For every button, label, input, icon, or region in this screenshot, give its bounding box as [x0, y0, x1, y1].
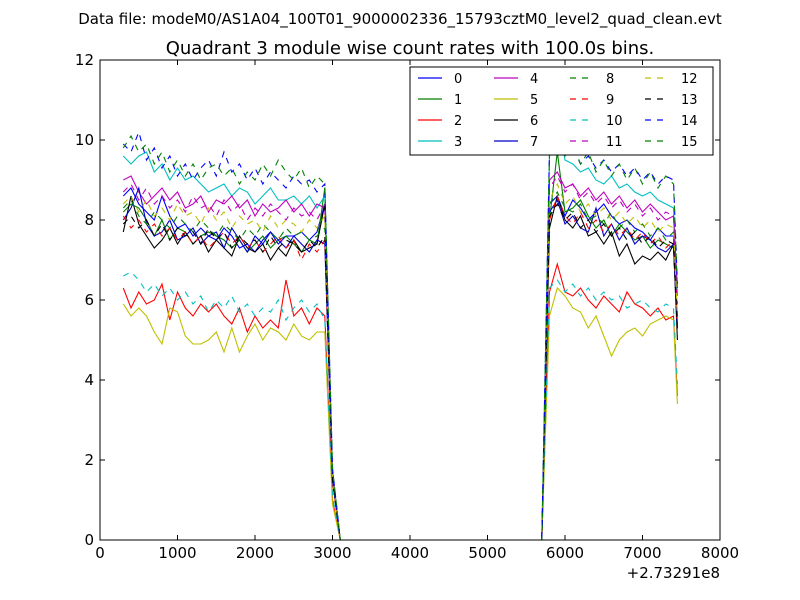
legend-label-6: 6	[530, 114, 538, 129]
legend-label-14: 14	[681, 114, 698, 129]
x-offset-label: +2.73291e8	[627, 564, 720, 582]
series-line-10	[123, 271, 678, 540]
y-tick-label: 8	[84, 211, 94, 229]
series-line-9	[122, 194, 678, 540]
legend-label-7: 7	[530, 135, 538, 150]
series-line-14	[122, 130, 678, 540]
legend-label-11: 11	[606, 135, 623, 150]
y-tick-label: 12	[75, 51, 94, 69]
suptitle: Data file: modeM0/AS1A04_100T01_90000023…	[78, 10, 722, 29]
series-line-3	[122, 107, 678, 540]
legend-label-15: 15	[681, 135, 698, 150]
series-line-2	[122, 261, 678, 540]
chart-title: Quadrant 3 module wise count rates with …	[166, 38, 655, 59]
legend-label-9: 9	[606, 93, 614, 108]
y-tick-label: 0	[84, 531, 94, 549]
series-line-4	[123, 171, 678, 540]
x-tick-label: 5000	[468, 544, 506, 562]
series-line-7	[122, 186, 678, 540]
x-tick-label: 2000	[236, 544, 274, 562]
series-line-5	[122, 286, 678, 540]
series-layer	[122, 107, 678, 540]
x-tick-label: 3000	[313, 544, 351, 562]
legend-label-8: 8	[606, 72, 614, 87]
y-tick-label: 10	[75, 131, 94, 149]
legend-label-1: 1	[454, 93, 462, 108]
y-tick-label: 6	[84, 291, 94, 309]
y-tick-label: 2	[84, 451, 94, 469]
series-line-13	[122, 202, 678, 540]
x-tick-label: 4000	[391, 544, 429, 562]
legend-label-12: 12	[681, 72, 698, 87]
legend-label-5: 5	[530, 93, 538, 108]
legend-label-13: 13	[681, 93, 698, 108]
legend-label-2: 2	[454, 114, 462, 129]
y-tick-label: 4	[84, 371, 94, 389]
x-tick-label: 7000	[623, 544, 661, 562]
legend-label-10: 10	[606, 114, 623, 129]
series-line-12	[122, 182, 678, 540]
x-tick-label: 6000	[546, 544, 584, 562]
x-axis: 0 1000 2000 3000 4000 5000 6000 7000 8000	[95, 60, 739, 562]
series-line-8	[122, 190, 678, 540]
x-tick-label: 1000	[158, 544, 196, 562]
x-tick-label: 0	[95, 544, 105, 562]
legend-label-4: 4	[530, 72, 538, 87]
series-line-6	[122, 193, 678, 540]
x-tick-label: 8000	[701, 544, 739, 562]
legend-label-0: 0	[454, 72, 462, 87]
legend-label-3: 3	[454, 135, 462, 150]
legend-frame	[409, 66, 714, 156]
